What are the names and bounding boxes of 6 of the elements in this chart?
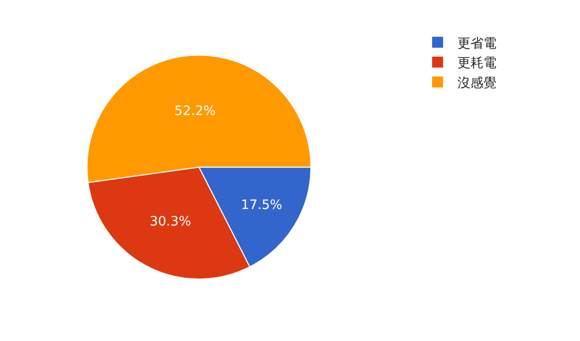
legend-label: 沒感覺	[458, 76, 497, 92]
data-label: 17.5%	[240, 198, 282, 214]
legend-label: 更省電	[458, 36, 497, 52]
data-label: 30.3%	[150, 214, 192, 230]
data-label: 52.2%	[174, 104, 216, 119]
legend-label: 更耗電	[458, 56, 497, 72]
